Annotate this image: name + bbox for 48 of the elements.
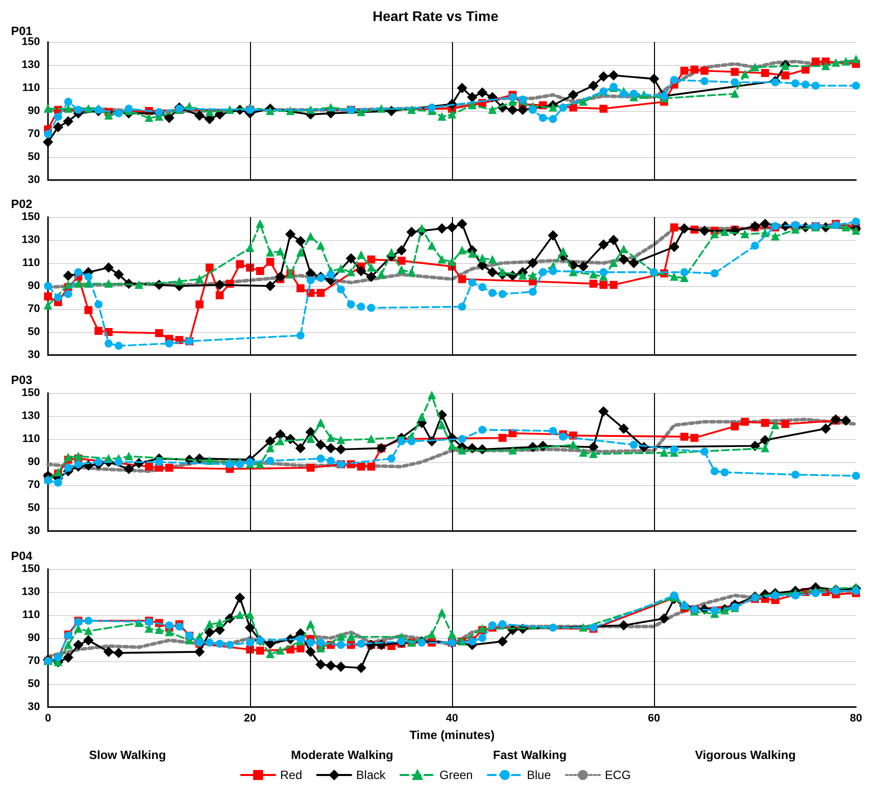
chart-title: Heart Rate vs Time (372, 8, 499, 24)
legend-label: Green (439, 768, 473, 782)
y-tick-label: 90 (28, 280, 40, 292)
text: Slow Walking (89, 748, 166, 762)
y-tick-label: 30 (28, 349, 40, 361)
legend-label: Black (356, 768, 386, 782)
y-tick-label: 50 (28, 326, 40, 338)
text: Vigorous Walking (695, 748, 796, 762)
y-tick-label: 50 (28, 678, 40, 690)
y-tick-label: 130 (22, 410, 40, 422)
y-tick-label: 110 (22, 609, 40, 621)
chart-subtitle: P01 (11, 24, 33, 38)
y-tick-label: 90 (28, 105, 40, 117)
y-tick-label: 150 (22, 36, 40, 48)
y-tick-label: 30 (28, 525, 40, 537)
text: Fast Walking (493, 748, 567, 762)
y-tick-label: 70 (28, 655, 40, 667)
legend-label: Red (280, 768, 302, 782)
chart-title: P02 (11, 197, 33, 211)
x-tick-label: 20 (244, 712, 256, 724)
x-tick-label: 40 (446, 712, 458, 724)
y-tick-label: 150 (22, 211, 40, 223)
y-tick-label: 90 (28, 456, 40, 468)
y-tick-label: 50 (28, 502, 40, 514)
x-tick-label: 60 (648, 712, 660, 724)
y-tick-label: 110 (22, 433, 40, 445)
y-tick-label: 150 (22, 387, 40, 399)
y-tick-label: 30 (28, 701, 40, 713)
y-tick-label: 130 (22, 59, 40, 71)
legend-label: ECG (604, 768, 631, 782)
y-tick-label: 70 (28, 303, 40, 315)
y-tick-label: 130 (22, 586, 40, 598)
y-tick-label: 50 (28, 151, 40, 163)
x-tick-label: 0 (44, 712, 52, 724)
chart-title: P04 (11, 549, 33, 563)
y-tick-label: 30 (28, 174, 40, 186)
y-tick-label: 110 (22, 257, 40, 269)
text: Moderate Walking (291, 748, 394, 762)
y-tick-label: 150 (22, 563, 40, 575)
legend-label: Blue (526, 768, 552, 782)
x-axis-title: Time (minutes) (409, 728, 495, 742)
y-tick-label: 110 (22, 82, 40, 94)
chart-title: P03 (11, 373, 33, 387)
y-tick-label: 90 (28, 632, 40, 644)
y-tick-label: 70 (28, 479, 40, 491)
y-tick-label: 70 (28, 128, 40, 140)
y-tick-label: 130 (22, 234, 40, 246)
x-tick-label: 80 (850, 712, 862, 724)
